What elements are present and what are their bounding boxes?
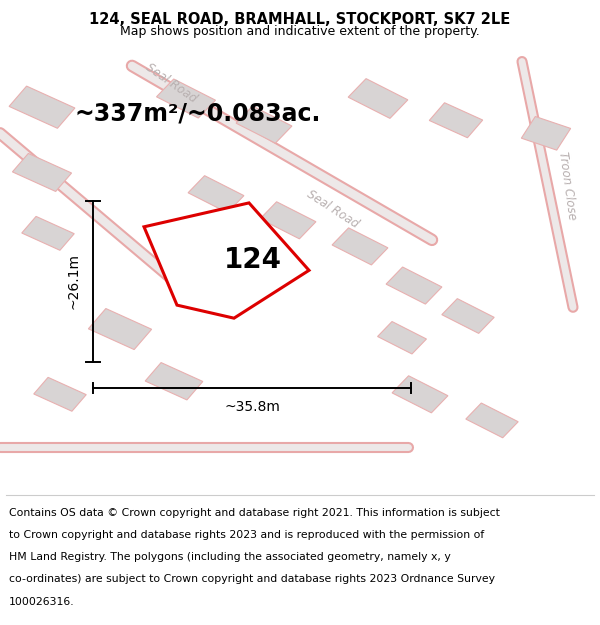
Polygon shape <box>145 362 203 400</box>
Text: 124: 124 <box>224 246 281 274</box>
Text: HM Land Registry. The polygons (including the associated geometry, namely x, y: HM Land Registry. The polygons (includin… <box>9 552 451 562</box>
Text: Seal Road: Seal Road <box>305 188 361 231</box>
Polygon shape <box>466 403 518 437</box>
Text: Map shows position and indicative extent of the property.: Map shows position and indicative extent… <box>120 26 480 39</box>
Polygon shape <box>88 309 152 349</box>
Polygon shape <box>13 153 71 191</box>
Polygon shape <box>260 202 316 239</box>
Text: Troon Close: Troon Close <box>556 151 579 221</box>
Polygon shape <box>9 86 75 128</box>
Polygon shape <box>188 176 244 213</box>
Polygon shape <box>348 79 408 118</box>
Text: to Crown copyright and database rights 2023 and is reproduced with the permissio: to Crown copyright and database rights 2… <box>9 530 484 540</box>
Text: Seal Road: Seal Road <box>143 61 199 106</box>
Text: ~337m²/~0.083ac.: ~337m²/~0.083ac. <box>75 102 321 126</box>
Text: Contains OS data © Crown copyright and database right 2021. This information is : Contains OS data © Crown copyright and d… <box>9 508 500 518</box>
Polygon shape <box>386 267 442 304</box>
Polygon shape <box>521 116 571 150</box>
Text: ~26.1m: ~26.1m <box>67 253 81 309</box>
Text: co-ordinates) are subject to Crown copyright and database rights 2023 Ordnance S: co-ordinates) are subject to Crown copyr… <box>9 574 495 584</box>
Polygon shape <box>22 216 74 250</box>
Polygon shape <box>442 299 494 333</box>
Polygon shape <box>377 321 427 354</box>
Polygon shape <box>236 106 292 143</box>
Text: 124, SEAL ROAD, BRAMHALL, STOCKPORT, SK7 2LE: 124, SEAL ROAD, BRAMHALL, STOCKPORT, SK7… <box>89 12 511 27</box>
Polygon shape <box>392 376 448 413</box>
Text: ~35.8m: ~35.8m <box>224 401 280 414</box>
Polygon shape <box>157 79 215 118</box>
Polygon shape <box>429 102 483 138</box>
Polygon shape <box>332 228 388 265</box>
Polygon shape <box>144 203 309 318</box>
Polygon shape <box>34 378 86 411</box>
Text: 100026316.: 100026316. <box>9 597 74 607</box>
